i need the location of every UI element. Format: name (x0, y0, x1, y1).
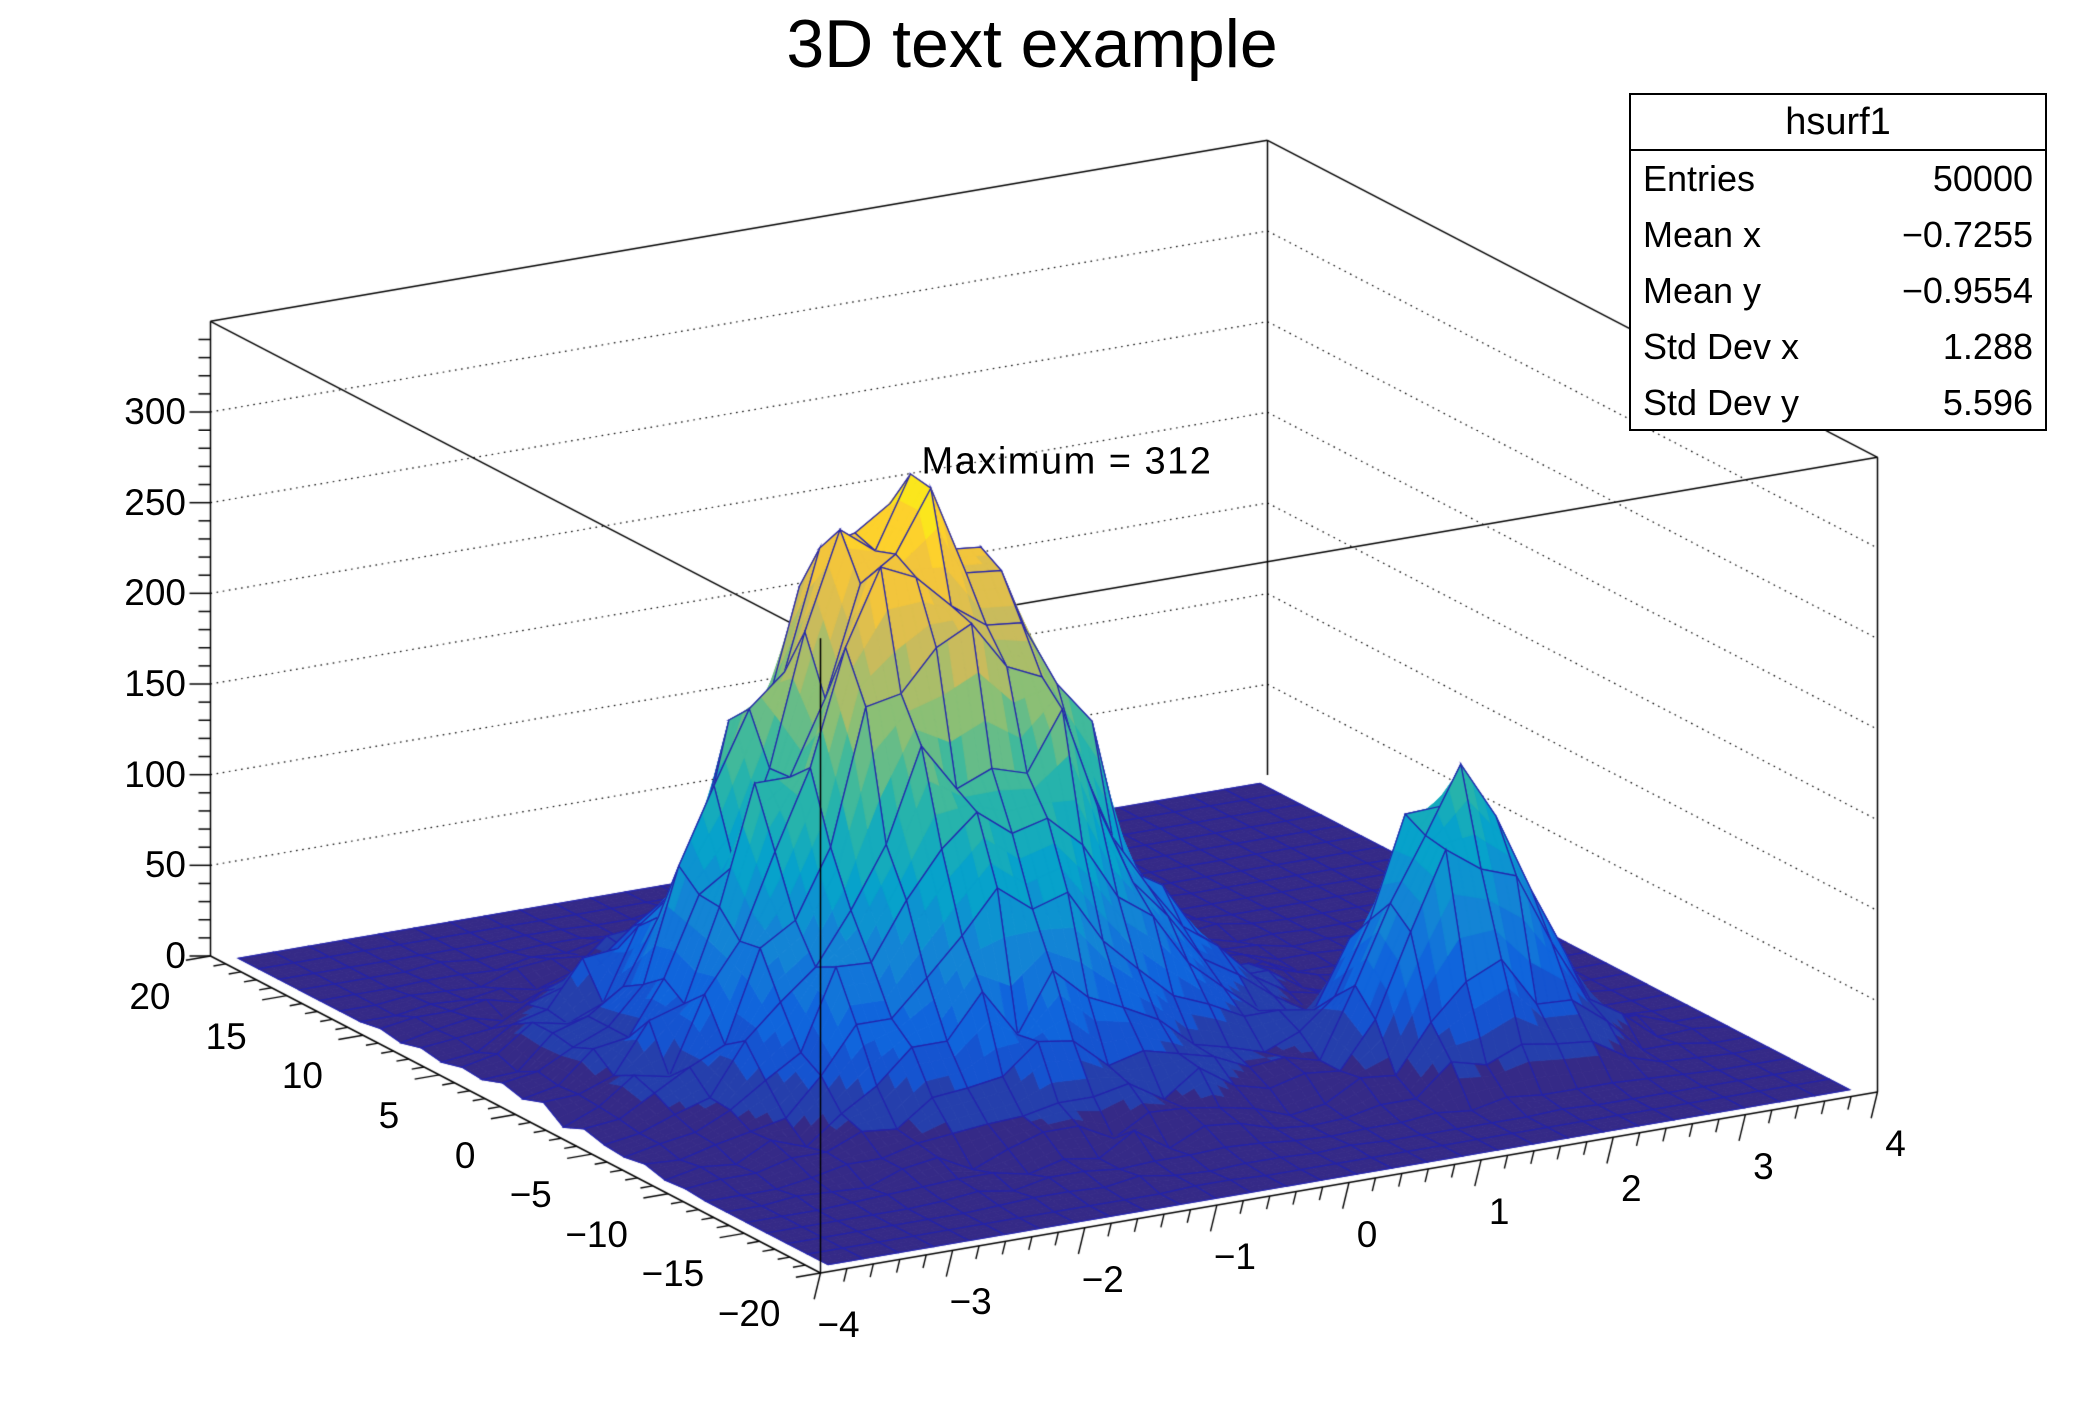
stat-value: 50000 (1932, 158, 2033, 199)
stat-value: −0.9554 (1901, 270, 2033, 311)
stat-value: 5.596 (1942, 382, 2033, 423)
x-axis-tick-label: 1 (1488, 1190, 1510, 1232)
y-axis-tick-label: −5 (509, 1174, 552, 1216)
x-axis-tick-label: −1 (1213, 1236, 1256, 1278)
stats-rows: Entries 50000 Mean x −0.7255 Mean y −0.9554 St… (1631, 151, 2045, 431)
stat-row-std-dev-y: Std Dev y 5.596 (1631, 375, 2045, 431)
stat-row-entries: Entries 50000 (1631, 151, 2045, 207)
x-axis-tick-label: 2 (1620, 1168, 1642, 1210)
z-axis-tick-label: 250 (124, 481, 186, 523)
stats-box: hsurf1 Entries 50000 Mean x −0.7255 Mean y −0… (1629, 93, 2047, 431)
stat-label: Std Dev x (1643, 326, 1800, 367)
y-axis-tick-label: 5 (378, 1094, 400, 1136)
z-axis-tick-label: 100 (124, 753, 186, 795)
y-axis-tick-label: 20 (129, 976, 171, 1017)
x-axis-tick-label: −4 (817, 1304, 860, 1345)
x-axis-tick-label: 3 (1753, 1145, 1774, 1187)
y-axis-tick-label: −15 (641, 1253, 705, 1295)
stat-label: Entries (1643, 158, 1756, 199)
y-axis-tick-label: 15 (205, 1015, 247, 1057)
y-axis-tick-label: −20 (717, 1293, 781, 1334)
z-axis-tick-label: 200 (124, 572, 186, 614)
z-axis-tick-label: 50 (144, 844, 186, 886)
x-axis-tick-label: −3 (949, 1281, 992, 1323)
z-axis-tick-label: 300 (124, 391, 186, 432)
maximum-annotation: Maximum = 312 (921, 440, 1213, 483)
y-axis-tick-label: 0 (454, 1134, 476, 1176)
x-axis-tick-label: 4 (1885, 1123, 1906, 1164)
stat-label: Std Dev y (1643, 382, 1800, 423)
stat-value: 1.288 (1942, 326, 2033, 367)
stats-title: hsurf1 (1631, 95, 2045, 151)
stat-label: Mean x (1643, 214, 1762, 255)
stat-row-mean-y: Mean y −0.9554 (1631, 263, 2045, 319)
z-axis-tick-label: 0 (165, 935, 186, 976)
stat-value: −0.7255 (1901, 214, 2033, 255)
stat-row-mean-x: Mean x −0.7255 (1631, 207, 2045, 263)
stat-row-std-dev-x: Std Dev x 1.288 (1631, 319, 2045, 375)
plot-title: 3D text example (786, 6, 1278, 82)
y-axis-tick-label: 10 (281, 1055, 323, 1097)
stat-label: Mean y (1643, 270, 1762, 311)
z-axis-tick-label: 150 (124, 663, 186, 704)
x-axis-tick-label: 0 (1356, 1213, 1378, 1255)
x-axis-tick-label: −2 (1081, 1258, 1124, 1300)
y-axis-tick-label: −10 (565, 1213, 628, 1255)
